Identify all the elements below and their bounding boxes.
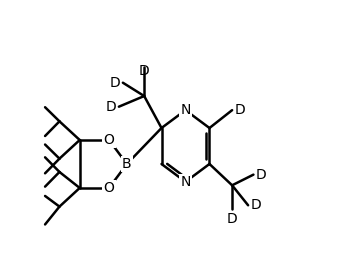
Text: D: D — [105, 100, 116, 114]
Text: D: D — [251, 198, 262, 212]
Text: D: D — [139, 64, 150, 78]
Text: D: D — [109, 76, 120, 90]
Text: D: D — [256, 168, 267, 182]
Text: O: O — [104, 133, 115, 147]
Text: O: O — [104, 181, 115, 195]
Text: D: D — [227, 212, 237, 226]
Text: N: N — [180, 175, 191, 189]
Text: D: D — [235, 103, 246, 117]
Text: N: N — [180, 103, 191, 117]
Text: B: B — [122, 157, 132, 171]
